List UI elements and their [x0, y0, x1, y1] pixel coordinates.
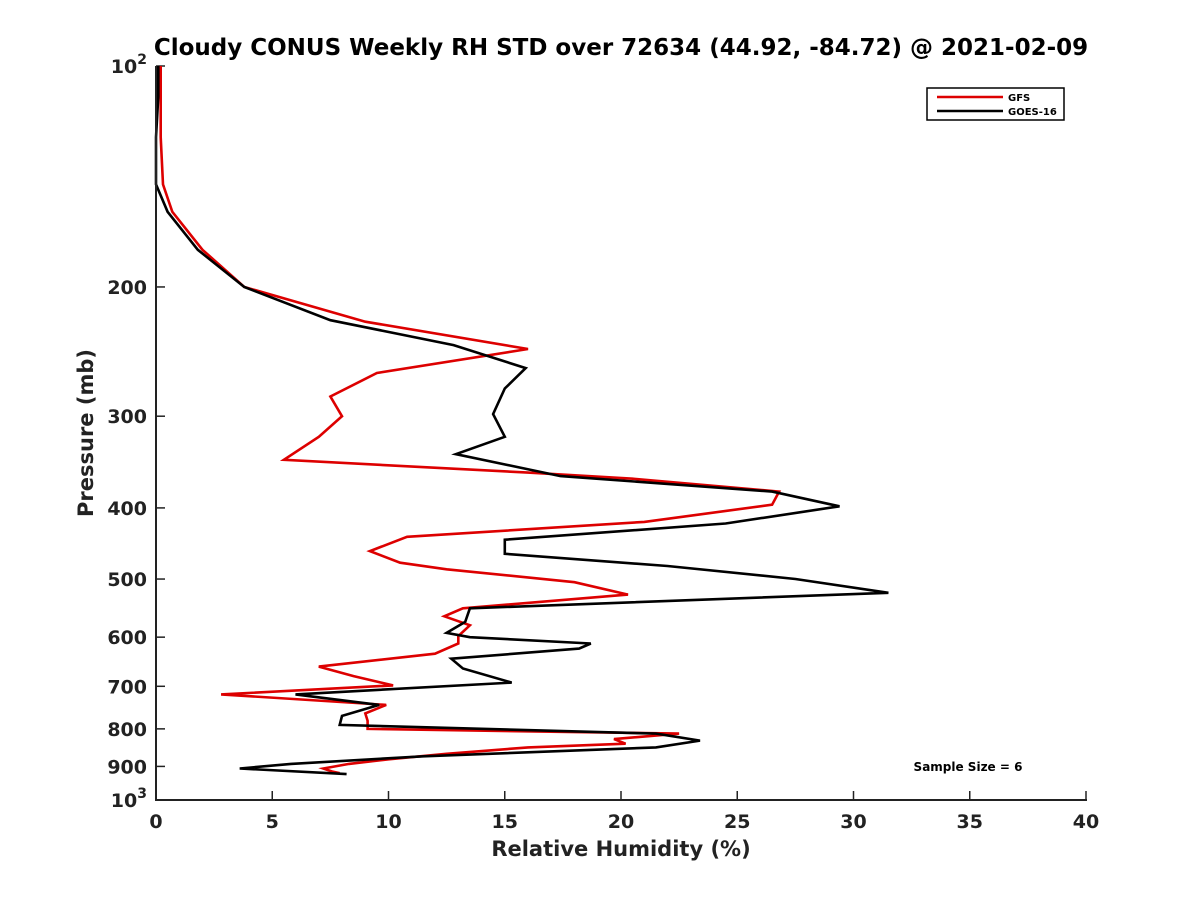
y-tick-label: 103: [111, 786, 147, 812]
chart-title: Cloudy CONUS Weekly RH STD over 72634 (4…: [154, 35, 1088, 61]
y-tick-label: 800: [107, 719, 147, 741]
x-tick-label: 10: [375, 811, 401, 833]
y-tick-label: 200: [107, 277, 147, 299]
y-axis-ticks: 102 200 300 400 500 600 700 800 900 103: [107, 52, 165, 812]
x-axis-line: [155, 799, 1087, 801]
x-tick-label: 25: [724, 811, 750, 833]
x-tick-label: 35: [957, 811, 983, 833]
x-tick-label: 0: [149, 811, 162, 833]
series-layer: [154, 66, 889, 776]
y-tick-label: 300: [107, 406, 147, 428]
sample-size-annotation: Sample Size = 6: [914, 760, 1023, 774]
x-axis-ticks: 0 5 10 15 20 25 30 35 40: [149, 791, 1099, 833]
legend-label-goes16: GOES-16: [1008, 107, 1057, 118]
y-axis-line: [155, 66, 157, 800]
series-line-goes16: [154, 66, 889, 776]
y-tick-label: 102: [111, 52, 147, 78]
series-line-gfs: [159, 66, 782, 775]
y-tick-label: 500: [107, 569, 147, 591]
y-tick-label: 700: [107, 676, 147, 698]
x-axis-label: Relative Humidity (%): [491, 837, 750, 861]
x-tick-label: 40: [1073, 811, 1099, 833]
y-axis-label: Pressure (mb): [74, 349, 98, 517]
legend-label-gfs: GFS: [1008, 93, 1030, 104]
x-tick-label: 30: [840, 811, 866, 833]
x-tick-label: 20: [608, 811, 634, 833]
x-tick-label: 15: [492, 811, 518, 833]
legend: GFS GOES-16: [926, 87, 1065, 121]
x-tick-label: 5: [266, 811, 279, 833]
y-tick-label: 400: [107, 498, 147, 520]
y-tick-label: 600: [107, 627, 147, 649]
y-tick-label: 900: [107, 756, 147, 778]
legend-box: [926, 87, 1065, 121]
